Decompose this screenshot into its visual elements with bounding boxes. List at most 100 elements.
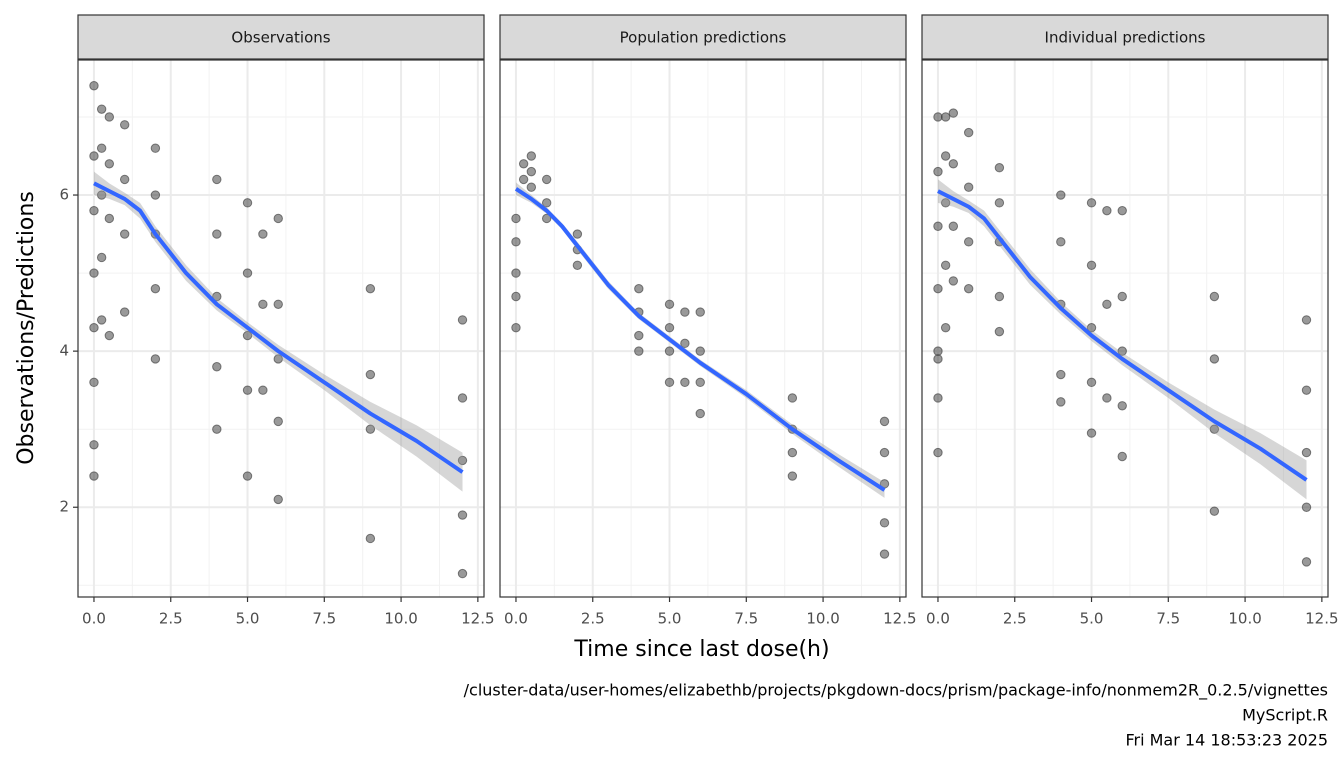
panel-border — [499, 59, 907, 598]
data-point — [212, 362, 222, 372]
data-point — [1209, 506, 1220, 516]
strip-title: Individual predictions — [1045, 29, 1206, 47]
data-point — [457, 455, 468, 466]
data-point — [96, 190, 107, 200]
x-tick-label: 5.0 — [236, 610, 260, 628]
x-tick-label: 12.5 — [883, 610, 916, 628]
data-point — [1117, 291, 1127, 302]
data-point — [664, 346, 675, 356]
data-point — [104, 330, 115, 341]
data-point — [1209, 424, 1220, 434]
panel-border — [921, 59, 1329, 598]
data-point — [365, 369, 376, 380]
data-point — [664, 323, 675, 333]
data-point — [940, 323, 951, 333]
data-point — [89, 151, 99, 161]
data-point — [526, 166, 537, 177]
data-point — [695, 377, 705, 388]
x-tick-label: 5.0 — [1080, 610, 1104, 628]
strip-background — [499, 14, 907, 60]
data-point — [634, 330, 644, 341]
data-point — [933, 447, 943, 458]
data-point — [572, 229, 583, 239]
data-point — [1117, 205, 1127, 216]
data-point — [242, 268, 253, 278]
data-point — [963, 127, 974, 138]
data-point — [89, 377, 99, 388]
data-point — [526, 182, 537, 192]
data-point — [150, 143, 161, 153]
data-point — [940, 198, 951, 208]
x-tick-label: 0.0 — [926, 610, 950, 628]
data-point — [664, 377, 675, 388]
data-point — [541, 198, 552, 208]
caption-line: MyScript.R — [1242, 706, 1328, 725]
data-point — [664, 299, 675, 310]
x-tick-label: 12.5 — [1305, 610, 1338, 628]
data-point — [695, 346, 705, 356]
data-point — [96, 252, 107, 263]
data-point — [1056, 369, 1066, 380]
data-point — [119, 120, 130, 130]
panel-background — [500, 60, 906, 597]
data-point — [150, 354, 161, 364]
x-tick-label: 7.5 — [312, 610, 336, 628]
data-point — [940, 260, 951, 270]
panel-background — [78, 60, 484, 597]
data-point — [1301, 447, 1312, 458]
data-point — [879, 549, 890, 559]
data-point — [1086, 428, 1097, 438]
data-point — [1301, 557, 1312, 567]
data-point — [994, 326, 1005, 337]
data-point — [96, 315, 107, 325]
data-point — [518, 159, 529, 169]
strip-title: Observations — [231, 29, 330, 47]
data-point — [365, 424, 376, 434]
data-point — [242, 471, 253, 481]
y-tick-label: 2 — [59, 498, 69, 516]
data-point — [541, 174, 552, 185]
data-point — [1117, 346, 1127, 356]
data-point — [948, 159, 959, 169]
x-tick-label: 5.0 — [658, 610, 682, 628]
data-point — [258, 299, 268, 310]
data-point — [89, 205, 99, 216]
data-point — [150, 190, 161, 200]
data-point — [933, 166, 943, 177]
x-tick-label: 2.5 — [1003, 610, 1027, 628]
x-tick-label: 10.0 — [384, 610, 417, 628]
data-point — [511, 237, 521, 247]
data-point — [634, 283, 644, 294]
data-point — [1102, 299, 1112, 310]
data-point — [457, 568, 468, 579]
data-point — [948, 221, 959, 231]
data-point — [242, 330, 253, 341]
data-point — [1056, 190, 1066, 200]
x-tick-label: 12.5 — [461, 610, 494, 628]
data-point — [634, 346, 644, 356]
data-point — [212, 174, 222, 185]
data-point — [879, 447, 890, 458]
data-point — [994, 198, 1005, 208]
y-axis-title: Observations/Predictions — [14, 191, 39, 465]
strip-background — [77, 14, 485, 60]
data-point — [1086, 323, 1097, 333]
data-point — [787, 393, 798, 403]
data-point — [104, 213, 115, 224]
data-point — [695, 307, 705, 317]
data-point — [104, 112, 115, 122]
smooth-line — [937, 189, 1308, 482]
data-point — [787, 447, 798, 458]
data-point — [104, 159, 115, 169]
data-point — [1301, 385, 1312, 395]
data-point — [511, 213, 521, 224]
data-point — [933, 346, 943, 356]
data-point — [457, 393, 468, 403]
data-point — [212, 424, 222, 434]
data-point — [273, 494, 283, 505]
data-point — [963, 182, 974, 192]
caption-line: Fri Mar 14 18:53:23 2025 — [1125, 731, 1328, 750]
data-point — [680, 377, 690, 388]
data-point — [119, 229, 130, 239]
x-tick-label: 2.5 — [159, 610, 183, 628]
